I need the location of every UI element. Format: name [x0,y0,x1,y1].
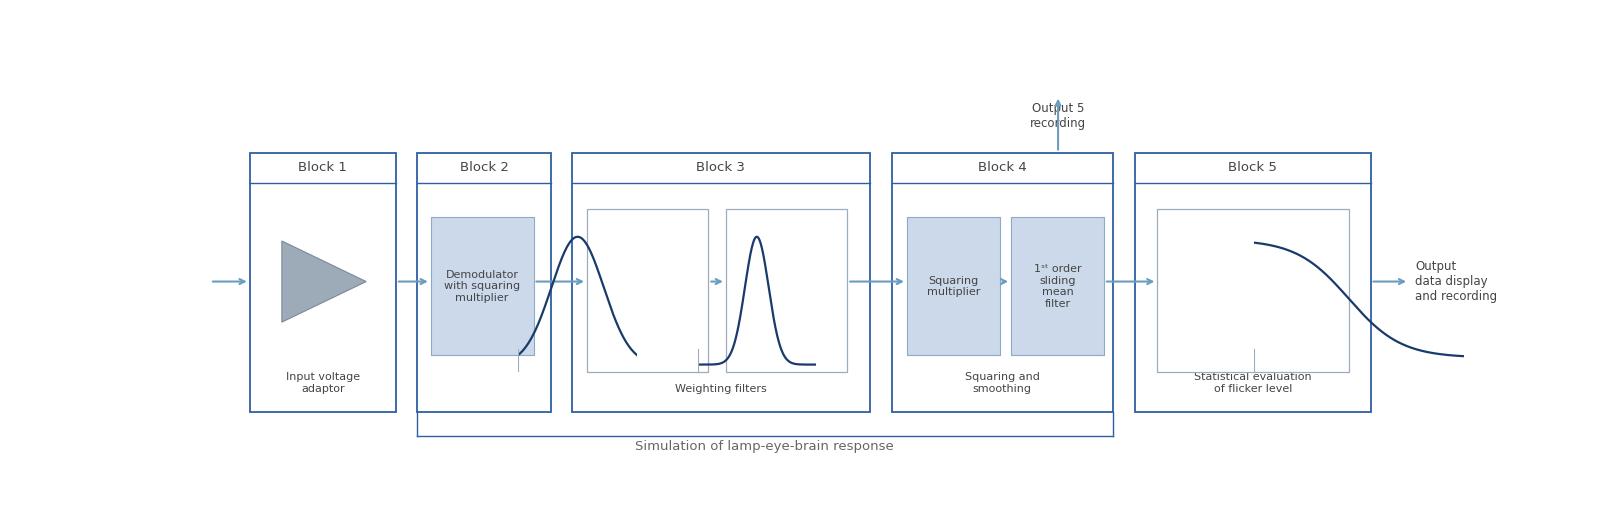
Text: 1ˢᵗ order
sliding
mean
filter: 1ˢᵗ order sliding mean filter [1034,264,1082,309]
Text: Block 3: Block 3 [696,161,746,174]
Text: Squaring and
smoothing: Squaring and smoothing [965,373,1040,394]
Bar [1011,218,1104,355]
Text: Weighting filters: Weighting filters [675,384,766,394]
Text: Block 4: Block 4 [978,161,1027,174]
Polygon shape [282,241,366,322]
Bar [587,209,709,372]
Bar [250,152,395,412]
Text: Simulation of lamp-eye-brain response: Simulation of lamp-eye-brain response [635,440,893,453]
Bar [1134,152,1371,412]
Bar [891,152,1112,412]
Text: Block 1: Block 1 [298,161,347,174]
Bar [573,152,870,412]
Text: Squaring
multiplier: Squaring multiplier [926,276,979,297]
Text: Statistical evaluation
of flicker level: Statistical evaluation of flicker level [1194,373,1312,394]
Bar [907,218,1000,355]
Text: Output
data display
and recording: Output data display and recording [1416,260,1498,303]
Text: Input voltage
adaptor: Input voltage adaptor [286,373,360,394]
Text: Block 5: Block 5 [1229,161,1277,174]
Text: Output 5
recording: Output 5 recording [1030,102,1086,130]
Bar [1157,209,1349,372]
Text: Block 2: Block 2 [459,161,509,174]
Bar [418,152,550,412]
Text: Demodulator
with squaring
multiplier: Demodulator with squaring multiplier [445,270,520,303]
Bar [430,218,533,355]
Bar [726,209,848,372]
